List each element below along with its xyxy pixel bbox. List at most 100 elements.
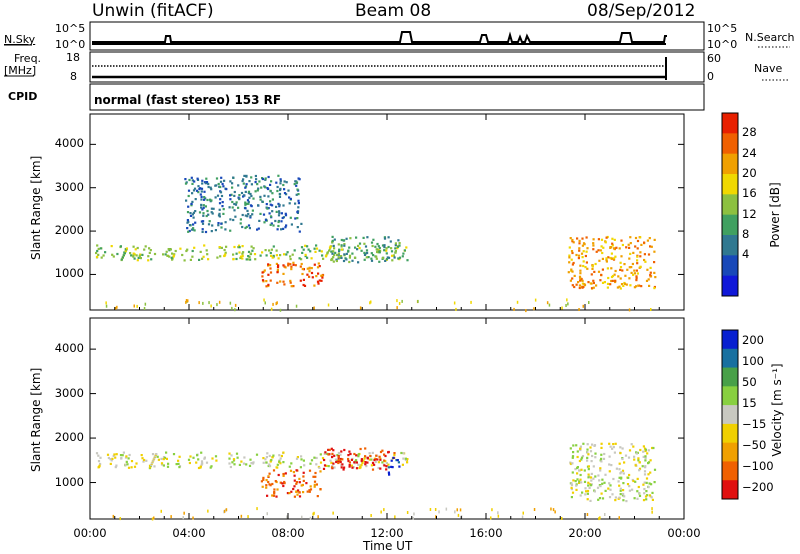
- echo-cell: [290, 462, 293, 465]
- echo-cell: [590, 282, 593, 285]
- echo-cell: [619, 493, 622, 496]
- echo-cell: [623, 282, 627, 285]
- colorbar-segment: [722, 174, 738, 195]
- echo-cell: [244, 226, 247, 230]
- power-panel: [89, 113, 685, 313]
- echo-cell: [628, 473, 631, 477]
- colorbar-segment: [722, 405, 738, 425]
- echo-cell: [622, 499, 625, 502]
- echo-cell: [617, 275, 620, 278]
- echo-cell: [241, 213, 244, 217]
- echo-cell: [581, 455, 585, 458]
- echo-cell: [274, 480, 277, 483]
- echo-cell: [151, 461, 154, 464]
- echo-cell: [319, 461, 323, 464]
- echo-cell: [377, 248, 380, 251]
- echo-cell: [293, 183, 296, 186]
- echo-cell: [160, 462, 164, 465]
- echo-cell: [339, 461, 342, 464]
- echo-cell: [186, 219, 189, 222]
- echo-cell: [266, 187, 269, 190]
- echo-cell: [370, 241, 374, 244]
- echo-cell: [187, 194, 190, 198]
- echo-cell: [455, 307, 457, 311]
- echo-cell: [328, 448, 331, 451]
- echo-cell: [638, 492, 641, 495]
- echo-cell: [256, 189, 259, 192]
- echo-cell: [244, 201, 247, 204]
- echo-cell: [383, 453, 386, 456]
- echo-cell: [331, 239, 334, 242]
- echo-cell: [192, 456, 195, 459]
- echo-cell: [287, 264, 290, 267]
- echo-cell: [246, 215, 249, 218]
- echo-cell: [125, 455, 128, 458]
- echo-cell: [378, 250, 381, 253]
- velocity-panel: [89, 317, 685, 521]
- echo-cell: [325, 254, 328, 257]
- echo-cell: [639, 236, 642, 239]
- echo-cell: [247, 202, 250, 205]
- echo-cell: [168, 249, 171, 252]
- echo-cell: [173, 253, 176, 256]
- echo-cell: [293, 249, 296, 252]
- echo-cell: [582, 260, 585, 263]
- echo-cell: [231, 206, 234, 209]
- echo-cell: [308, 489, 311, 492]
- echo-cell: [406, 461, 409, 464]
- echo-cell: [144, 245, 147, 248]
- echo-cell: [300, 222, 303, 225]
- echo-cell: [147, 259, 150, 262]
- echo-cell: [561, 517, 563, 520]
- echo-cell: [321, 276, 324, 279]
- echo-cell: [219, 180, 223, 183]
- echo-cell: [288, 202, 291, 205]
- echo-cell: [257, 227, 260, 230]
- echo-cell: [308, 469, 312, 472]
- echo-cell: [228, 452, 231, 455]
- echo-cell: [296, 210, 299, 213]
- echo-cell: [643, 473, 647, 476]
- echo-cell: [603, 481, 606, 484]
- echo-cell: [643, 253, 646, 256]
- echo-cell: [200, 220, 203, 223]
- echo-cell: [579, 447, 582, 450]
- echo-cell: [229, 301, 232, 305]
- echo-cell: [300, 246, 304, 249]
- echo-cell: [189, 212, 192, 215]
- echo-cell: [214, 196, 217, 199]
- colorbar-tick: 4: [742, 247, 750, 262]
- echo-cell: [275, 181, 278, 184]
- echo-cell: [609, 256, 612, 260]
- echo-cell: [298, 230, 301, 233]
- echo-cell: [111, 457, 114, 460]
- echo-cell: [252, 197, 255, 200]
- echo-cell: [610, 279, 613, 283]
- echo-cell: [568, 261, 571, 264]
- echo-cell: [581, 282, 584, 285]
- echo-cell: [200, 198, 203, 201]
- echo-cell: [633, 286, 636, 289]
- echo-cell: [343, 466, 346, 469]
- echo-cell: [619, 487, 622, 490]
- echo-cell: [569, 237, 572, 240]
- echo-cell: [620, 239, 623, 242]
- echo-cell: [267, 464, 270, 468]
- echo-cell: [634, 464, 637, 467]
- echo-cell: [639, 255, 642, 258]
- echo-cell: [273, 492, 276, 495]
- echo-cell: [333, 238, 336, 241]
- echo-cell: [186, 221, 189, 224]
- echo-cell: [261, 485, 264, 488]
- echo-cell: [191, 179, 194, 182]
- echo-cell: [629, 236, 632, 239]
- echo-cell: [191, 200, 194, 203]
- echo-cell: [153, 465, 156, 468]
- echo-cell: [592, 242, 595, 245]
- echo-cell: [653, 238, 656, 241]
- echo-cell: [259, 254, 262, 257]
- echo-cell: [201, 182, 204, 185]
- colorbar-tick: 12: [742, 206, 757, 221]
- echo-cell: [387, 451, 390, 454]
- echo-cell: [271, 210, 274, 213]
